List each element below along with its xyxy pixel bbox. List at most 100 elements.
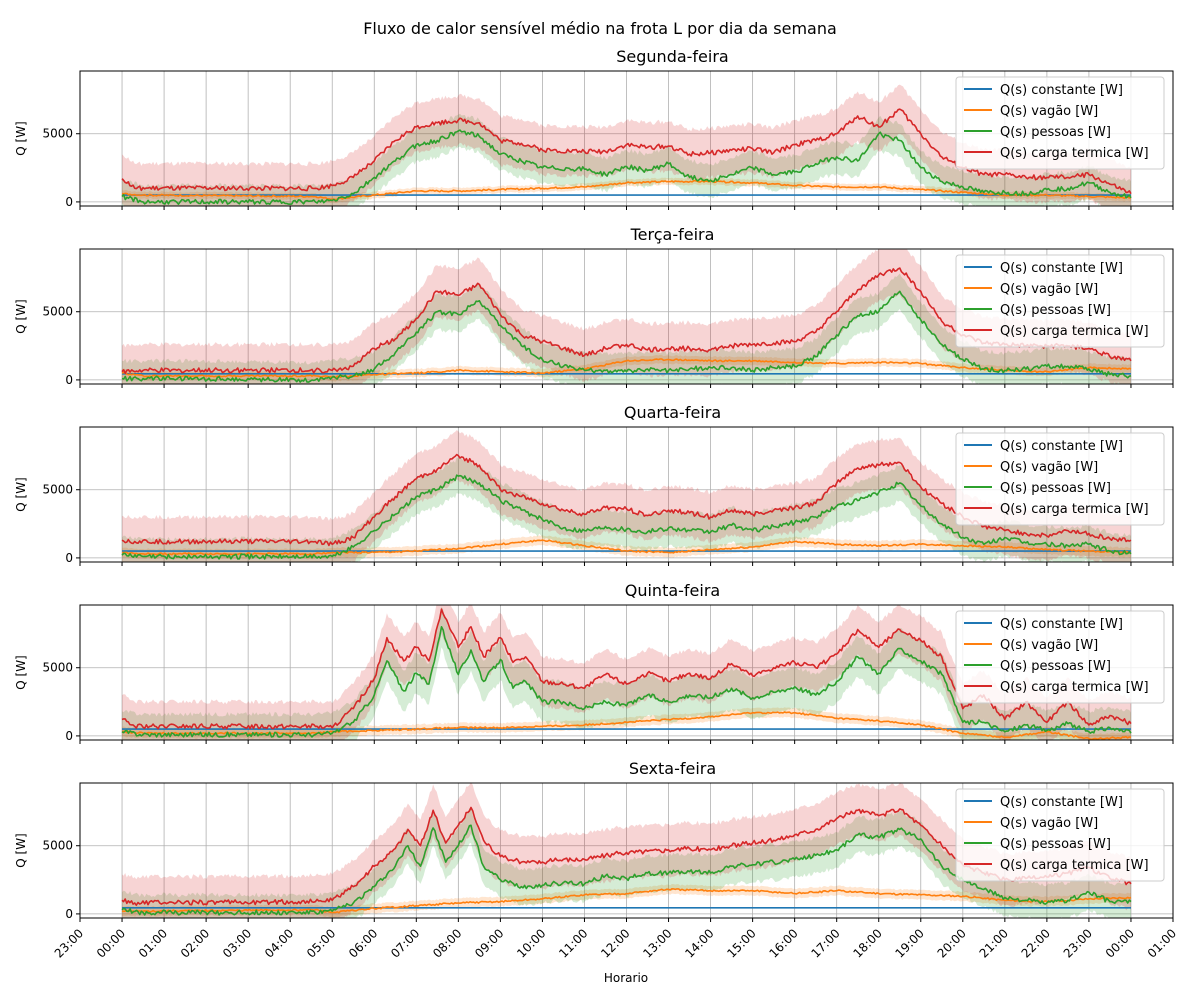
y-axis-label: Q [W] xyxy=(14,121,28,156)
legend-label-constante: Q(s) constante [W] xyxy=(1000,795,1123,810)
legend-label-vagao: Q(s) vagão [W] xyxy=(1000,460,1098,475)
figure-title: Fluxo de calor sensível médio na frota L… xyxy=(363,19,837,38)
x-tick-label: 12:00 xyxy=(598,926,632,960)
legend: Q(s) constante [W] Q(s) vagão [W] Q(s) pes… xyxy=(955,254,1165,348)
x-tick-label: 18:00 xyxy=(850,926,884,960)
series-line-vagao xyxy=(121,179,1132,201)
x-tick-label: 14:00 xyxy=(682,926,716,960)
series-line-carga xyxy=(121,608,1132,730)
series-line-vagao xyxy=(121,888,1132,914)
series-group xyxy=(121,605,1132,740)
y-tick-label: 5000 xyxy=(42,305,73,319)
x-tick-label: 20:00 xyxy=(935,926,969,960)
x-tick-label: 09:00 xyxy=(472,926,506,960)
legend-label-vagao: Q(s) vagão [W] xyxy=(1000,638,1098,653)
subplot-title: Segunda-feira xyxy=(616,47,728,66)
legend-box xyxy=(955,432,1165,526)
x-tick-label: 16:00 xyxy=(766,926,800,960)
subplot-title: Quinta-feira xyxy=(625,581,720,600)
series-group xyxy=(121,783,1132,918)
series-line-vagao xyxy=(121,539,1132,556)
y-tick-label: 5000 xyxy=(42,661,73,675)
y-tick-label: 5000 xyxy=(42,127,73,141)
x-axis-label: Horario xyxy=(604,971,648,985)
legend-box xyxy=(955,788,1165,882)
band-carga xyxy=(122,605,1131,740)
band-vagao xyxy=(122,535,1131,560)
legend-label-constante: Q(s) constante [W] xyxy=(1000,439,1123,454)
legend-box xyxy=(955,76,1165,170)
legend-box xyxy=(955,610,1165,704)
legend: Q(s) constante [W] Q(s) vagão [W] Q(s) pes… xyxy=(955,788,1165,882)
legend-label-vagao: Q(s) vagão [W] xyxy=(1000,816,1098,831)
y-tick-label: 5000 xyxy=(42,839,73,853)
x-tick-label: 19:00 xyxy=(893,926,927,960)
band-pessoas xyxy=(122,273,1131,384)
legend-label-constante: Q(s) constante [W] xyxy=(1000,83,1123,98)
y-axis-label: Q [W] xyxy=(14,477,28,512)
legend-label-carga: Q(s) carga termica [W] xyxy=(1000,502,1149,517)
legend: Q(s) constante [W] Q(s) vagão [W] Q(s) pes… xyxy=(955,76,1165,170)
band-carga xyxy=(122,783,1131,918)
x-tick-label: 08:00 xyxy=(430,926,464,960)
subplot-1: Segunda-feira 0 5000 Q [W] Q(s) constante [W… xyxy=(14,47,1174,210)
x-tick-label: 02:00 xyxy=(178,926,212,960)
legend-label-constante: Q(s) constante [W] xyxy=(1000,261,1123,276)
legend-label-carga: Q(s) carga termica [W] xyxy=(1000,680,1149,695)
subplot-3: Quarta-feira 0 5000 Q [W] Q(s) constante [W]… xyxy=(14,403,1174,566)
subplot-title: Sexta-feira xyxy=(629,759,716,778)
series-line-pessoas xyxy=(121,129,1132,205)
legend-label-carga: Q(s) carga termica [W] xyxy=(1000,324,1149,339)
legend: Q(s) constante [W] Q(s) vagão [W] Q(s) pes… xyxy=(955,432,1165,526)
series-line-vagao xyxy=(121,711,1132,740)
band-pessoas xyxy=(122,457,1131,562)
series-line-pessoas xyxy=(121,290,1132,383)
x-tick-label: 00:00 xyxy=(94,926,128,960)
x-tick-label: 10:00 xyxy=(514,926,548,960)
x-tick-label: 21:00 xyxy=(977,926,1011,960)
band-carga xyxy=(122,430,1131,562)
x-tick-label: 22:00 xyxy=(1019,926,1053,960)
legend-label-vagao: Q(s) vagão [W] xyxy=(1000,282,1098,297)
series-group xyxy=(121,84,1132,206)
x-tick-label: 23:00 xyxy=(52,926,86,960)
x-tick-label: 03:00 xyxy=(220,926,254,960)
panels: Segunda-feira 0 5000 Q [W] Q(s) constante [W… xyxy=(14,47,1179,961)
y-axis-label: Q [W] xyxy=(14,299,28,334)
y-tick-label: 0 xyxy=(65,729,73,743)
series-line-vagao xyxy=(121,358,1132,379)
band-pessoas xyxy=(122,807,1131,918)
x-tick-label: 13:00 xyxy=(640,926,674,960)
legend-label-pessoas: Q(s) pessoas [W] xyxy=(1000,125,1111,140)
y-tick-label: 0 xyxy=(65,907,73,921)
legend-label-pessoas: Q(s) pessoas [W] xyxy=(1000,659,1111,674)
band-vagao xyxy=(122,707,1131,740)
legend-box xyxy=(955,254,1165,348)
x-tick-label: 00:00 xyxy=(1103,926,1137,960)
x-tick-label: 17:00 xyxy=(808,926,842,960)
legend-label-constante: Q(s) constante [W] xyxy=(1000,617,1123,632)
x-tick-label: 06:00 xyxy=(346,926,380,960)
series-line-pessoas xyxy=(121,474,1132,560)
legend-label-pessoas: Q(s) pessoas [W] xyxy=(1000,303,1111,318)
x-tick-label: 15:00 xyxy=(724,926,758,960)
legend-label-vagao: Q(s) vagão [W] xyxy=(1000,104,1098,119)
subplot-4: Quinta-feira 0 5000 Q [W] Q(s) constante [W]… xyxy=(14,581,1174,744)
y-tick-label: 0 xyxy=(65,195,73,209)
band-pessoas xyxy=(122,606,1131,740)
band-carga xyxy=(122,249,1131,384)
x-tick-label: 07:00 xyxy=(388,926,422,960)
x-tick-label: 04:00 xyxy=(262,926,296,960)
series-group xyxy=(121,249,1132,384)
x-tick-label: 11:00 xyxy=(556,926,590,960)
band-pessoas xyxy=(122,113,1131,206)
y-axis-label: Q [W] xyxy=(14,655,28,690)
x-tick-label: 01:00 xyxy=(136,926,170,960)
legend: Q(s) constante [W] Q(s) vagão [W] Q(s) pes… xyxy=(955,610,1165,704)
y-tick-label: 0 xyxy=(65,551,73,565)
legend-label-carga: Q(s) carga termica [W] xyxy=(1000,146,1149,161)
x-tick-label: 23:00 xyxy=(1061,926,1095,960)
